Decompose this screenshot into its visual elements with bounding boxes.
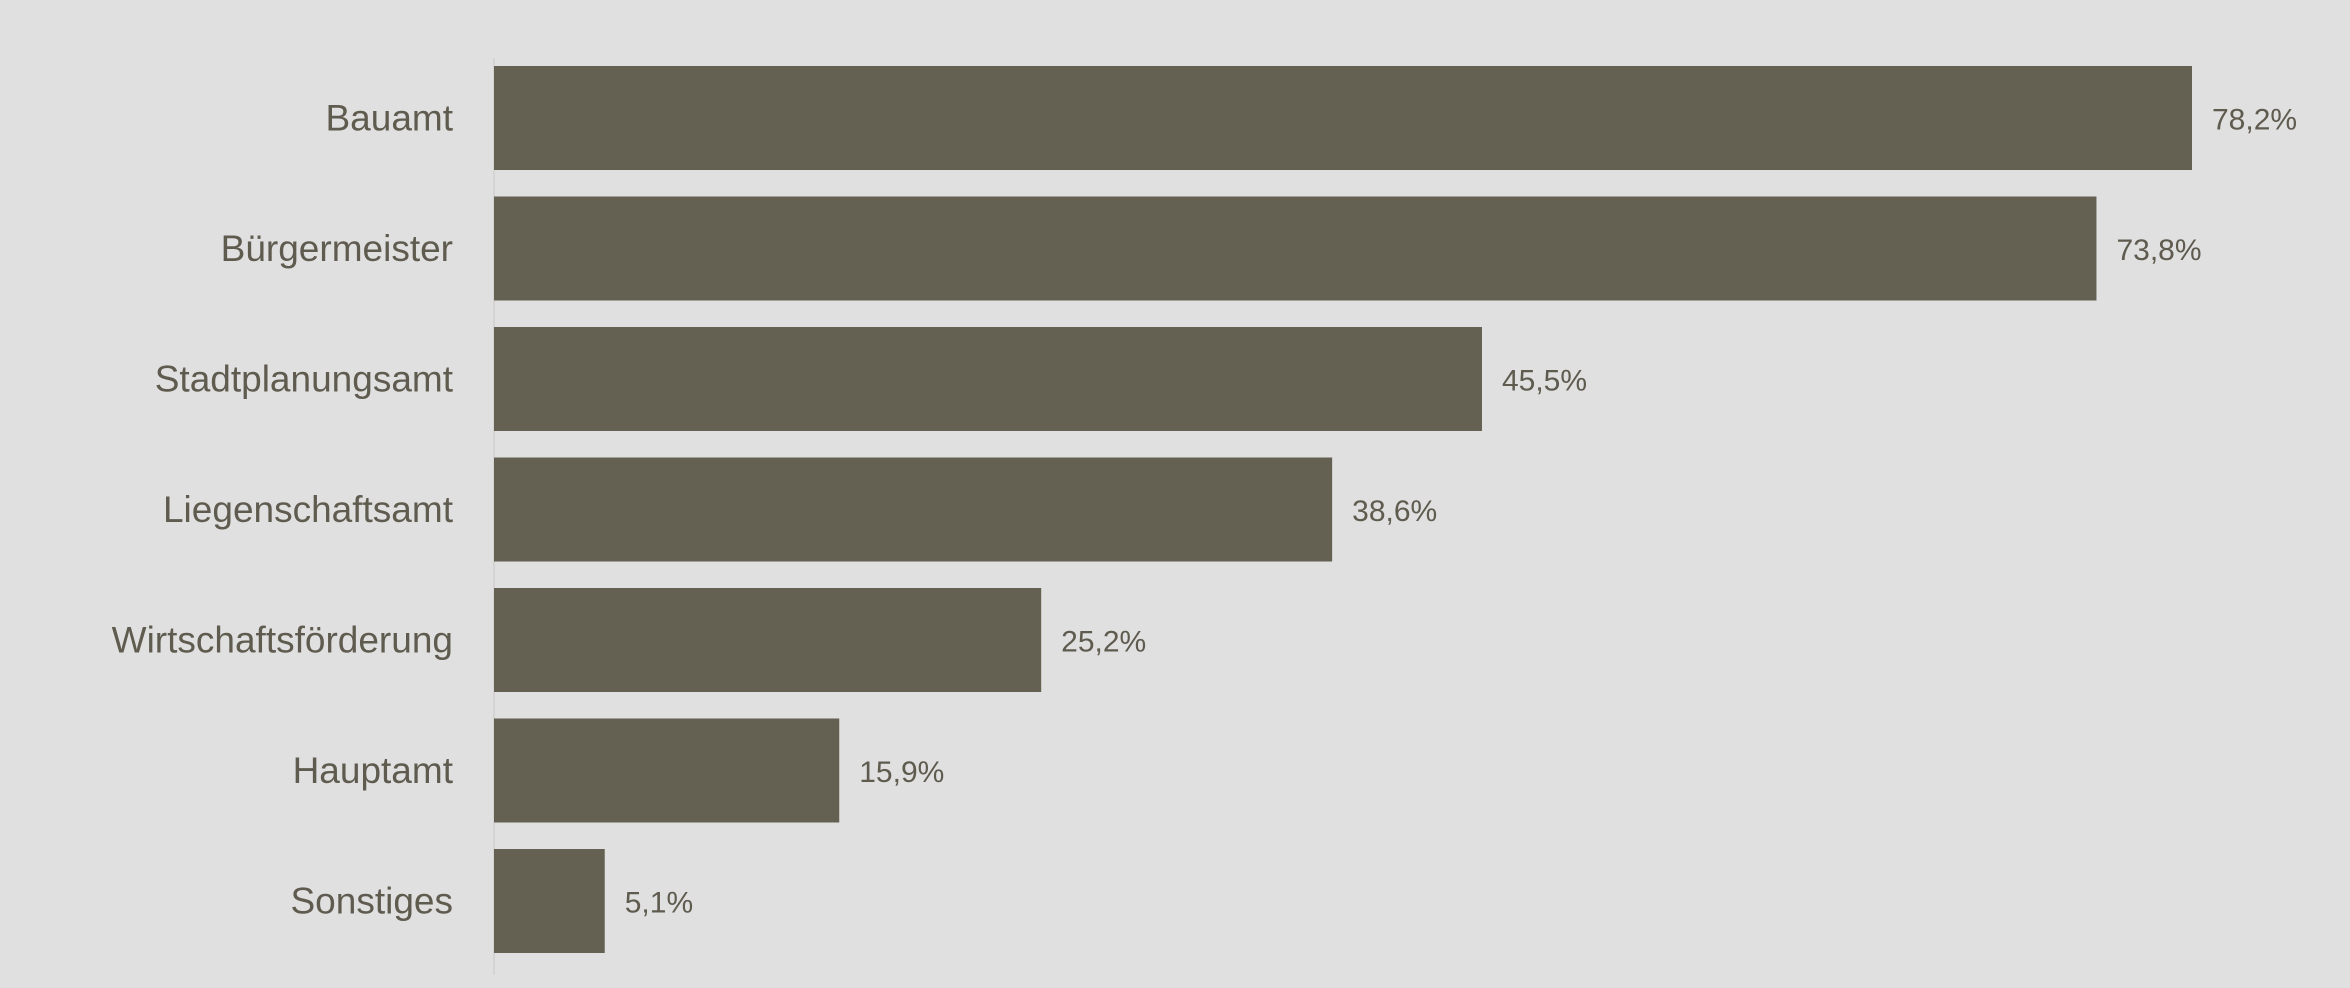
bar	[494, 66, 2192, 170]
bar	[494, 718, 840, 823]
category-label: Stadtplanungsamt	[155, 359, 454, 400]
data-label: 78,2%	[2212, 104, 2297, 137]
bar	[494, 196, 2097, 301]
category-labels: Bauamt Bürgermeister Stadtplanungsamt Liege…	[112, 98, 454, 922]
data-label: 5,1%	[625, 887, 693, 920]
bar	[494, 849, 605, 953]
data-label: 15,9%	[859, 756, 944, 789]
bars-group	[494, 66, 2192, 953]
data-label: 45,5%	[1502, 365, 1587, 398]
bar	[494, 457, 1333, 562]
category-label: Hauptamt	[293, 750, 454, 791]
data-labels: 78,2% 73,8% 45,5% 38,6% 25,2% 15,9% 5,1%	[625, 104, 2297, 920]
category-label: Bürgermeister	[221, 228, 453, 269]
category-label: Liegenschaftsamt	[163, 489, 454, 530]
category-label: Sonstiges	[291, 881, 454, 922]
bar	[494, 327, 1482, 431]
bar	[494, 588, 1042, 692]
data-label: 73,8%	[2116, 234, 2201, 267]
data-label: 38,6%	[1352, 495, 1437, 528]
category-label: Wirtschaftsförderung	[112, 620, 453, 661]
category-label: Bauamt	[325, 98, 453, 139]
data-label: 25,2%	[1061, 626, 1146, 659]
